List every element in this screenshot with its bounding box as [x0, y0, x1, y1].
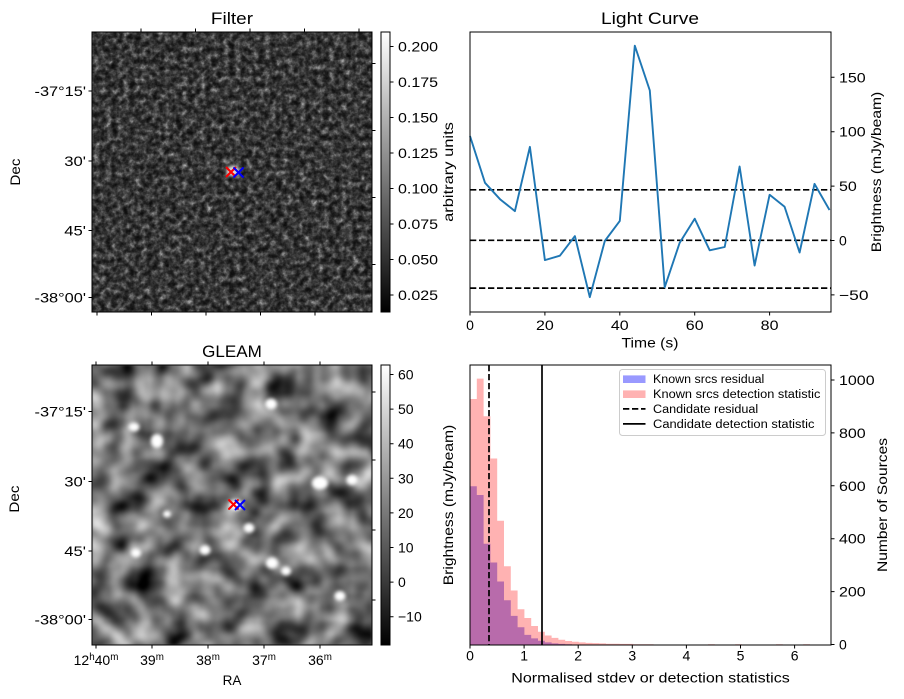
svg-text:0.050: 0.050 — [398, 252, 438, 268]
svg-text:−50: −50 — [839, 287, 869, 303]
svg-text:6: 6 — [791, 648, 799, 664]
svg-text:0: 0 — [466, 648, 474, 664]
svg-text:0.100: 0.100 — [398, 181, 438, 197]
svg-text:-37°15': -37°15' — [35, 404, 87, 420]
svg-text:45': 45' — [64, 543, 86, 559]
svg-text:−10: −10 — [398, 609, 422, 625]
svg-text:0.125: 0.125 — [398, 145, 438, 161]
svg-text:RA: RA — [223, 672, 242, 688]
svg-text:3: 3 — [628, 648, 636, 664]
svg-text:Candidate residual: Candidate residual — [653, 404, 758, 416]
svg-text:30': 30' — [64, 474, 86, 490]
svg-text:5: 5 — [737, 648, 745, 664]
svg-text:200: 200 — [839, 584, 866, 600]
svg-text:1000: 1000 — [839, 372, 875, 388]
svg-text:0.150: 0.150 — [398, 110, 438, 126]
svg-text:Brightness (mJy/beam): Brightness (mJy/beam) — [440, 425, 456, 586]
svg-text:80: 80 — [761, 317, 779, 333]
svg-text:20: 20 — [398, 505, 414, 521]
svg-text:0.200: 0.200 — [398, 39, 438, 55]
svg-text:30: 30 — [398, 470, 414, 486]
svg-text:Candidate detection statistic: Candidate detection statistic — [653, 419, 815, 431]
svg-text:60: 60 — [686, 317, 704, 333]
svg-text:2: 2 — [574, 648, 582, 664]
svg-text:0: 0 — [466, 317, 474, 333]
svg-text:0: 0 — [839, 637, 847, 653]
svg-text:Known srcs detection statistic: Known srcs detection statistic — [653, 389, 821, 401]
svg-text:100: 100 — [839, 124, 866, 140]
svg-text:Filter: Filter — [211, 10, 254, 28]
svg-text:40: 40 — [611, 317, 629, 333]
svg-text:Dec: Dec — [7, 158, 23, 185]
svg-text:arbitrary units: arbitrary units — [440, 122, 456, 222]
svg-text:30': 30' — [64, 153, 86, 169]
svg-text:-37°15': -37°15' — [35, 83, 87, 99]
svg-text:Known srcs residual: Known srcs residual — [653, 374, 764, 386]
svg-text:Light Curve: Light Curve — [601, 10, 699, 28]
svg-text:Number of Sources: Number of Sources — [874, 438, 890, 572]
svg-text:0: 0 — [839, 233, 847, 249]
svg-text:10: 10 — [398, 540, 414, 556]
svg-text:0.025: 0.025 — [398, 287, 438, 303]
svg-text:0.175: 0.175 — [398, 74, 438, 90]
svg-text:Brightness (mJy/beam): Brightness (mJy/beam) — [868, 92, 884, 253]
svg-text:50: 50 — [839, 178, 857, 194]
svg-text:45': 45' — [64, 223, 86, 239]
svg-text:Dec: Dec — [6, 485, 22, 512]
svg-text:1: 1 — [520, 648, 528, 664]
svg-text:800: 800 — [839, 425, 866, 441]
svg-text:4: 4 — [683, 648, 691, 664]
svg-text:50: 50 — [398, 401, 414, 417]
svg-text:40: 40 — [398, 436, 414, 452]
svg-text:20: 20 — [536, 317, 554, 333]
svg-text:Time (s): Time (s) — [622, 335, 679, 351]
svg-text:GLEAM: GLEAM — [202, 343, 262, 361]
svg-text:400: 400 — [839, 531, 866, 547]
svg-text:-38°00': -38°00' — [35, 612, 87, 628]
svg-text:60: 60 — [398, 367, 414, 383]
svg-text:600: 600 — [839, 478, 866, 494]
svg-text:150: 150 — [839, 69, 866, 85]
svg-text:0.075: 0.075 — [398, 216, 438, 232]
svg-text:-38°00': -38°00' — [35, 290, 87, 306]
svg-text:Normalised stdev or detection: Normalised stdev or detection statistics — [511, 670, 790, 686]
svg-text:12h40m: 12h40m — [74, 652, 119, 668]
svg-text:0: 0 — [398, 574, 406, 590]
